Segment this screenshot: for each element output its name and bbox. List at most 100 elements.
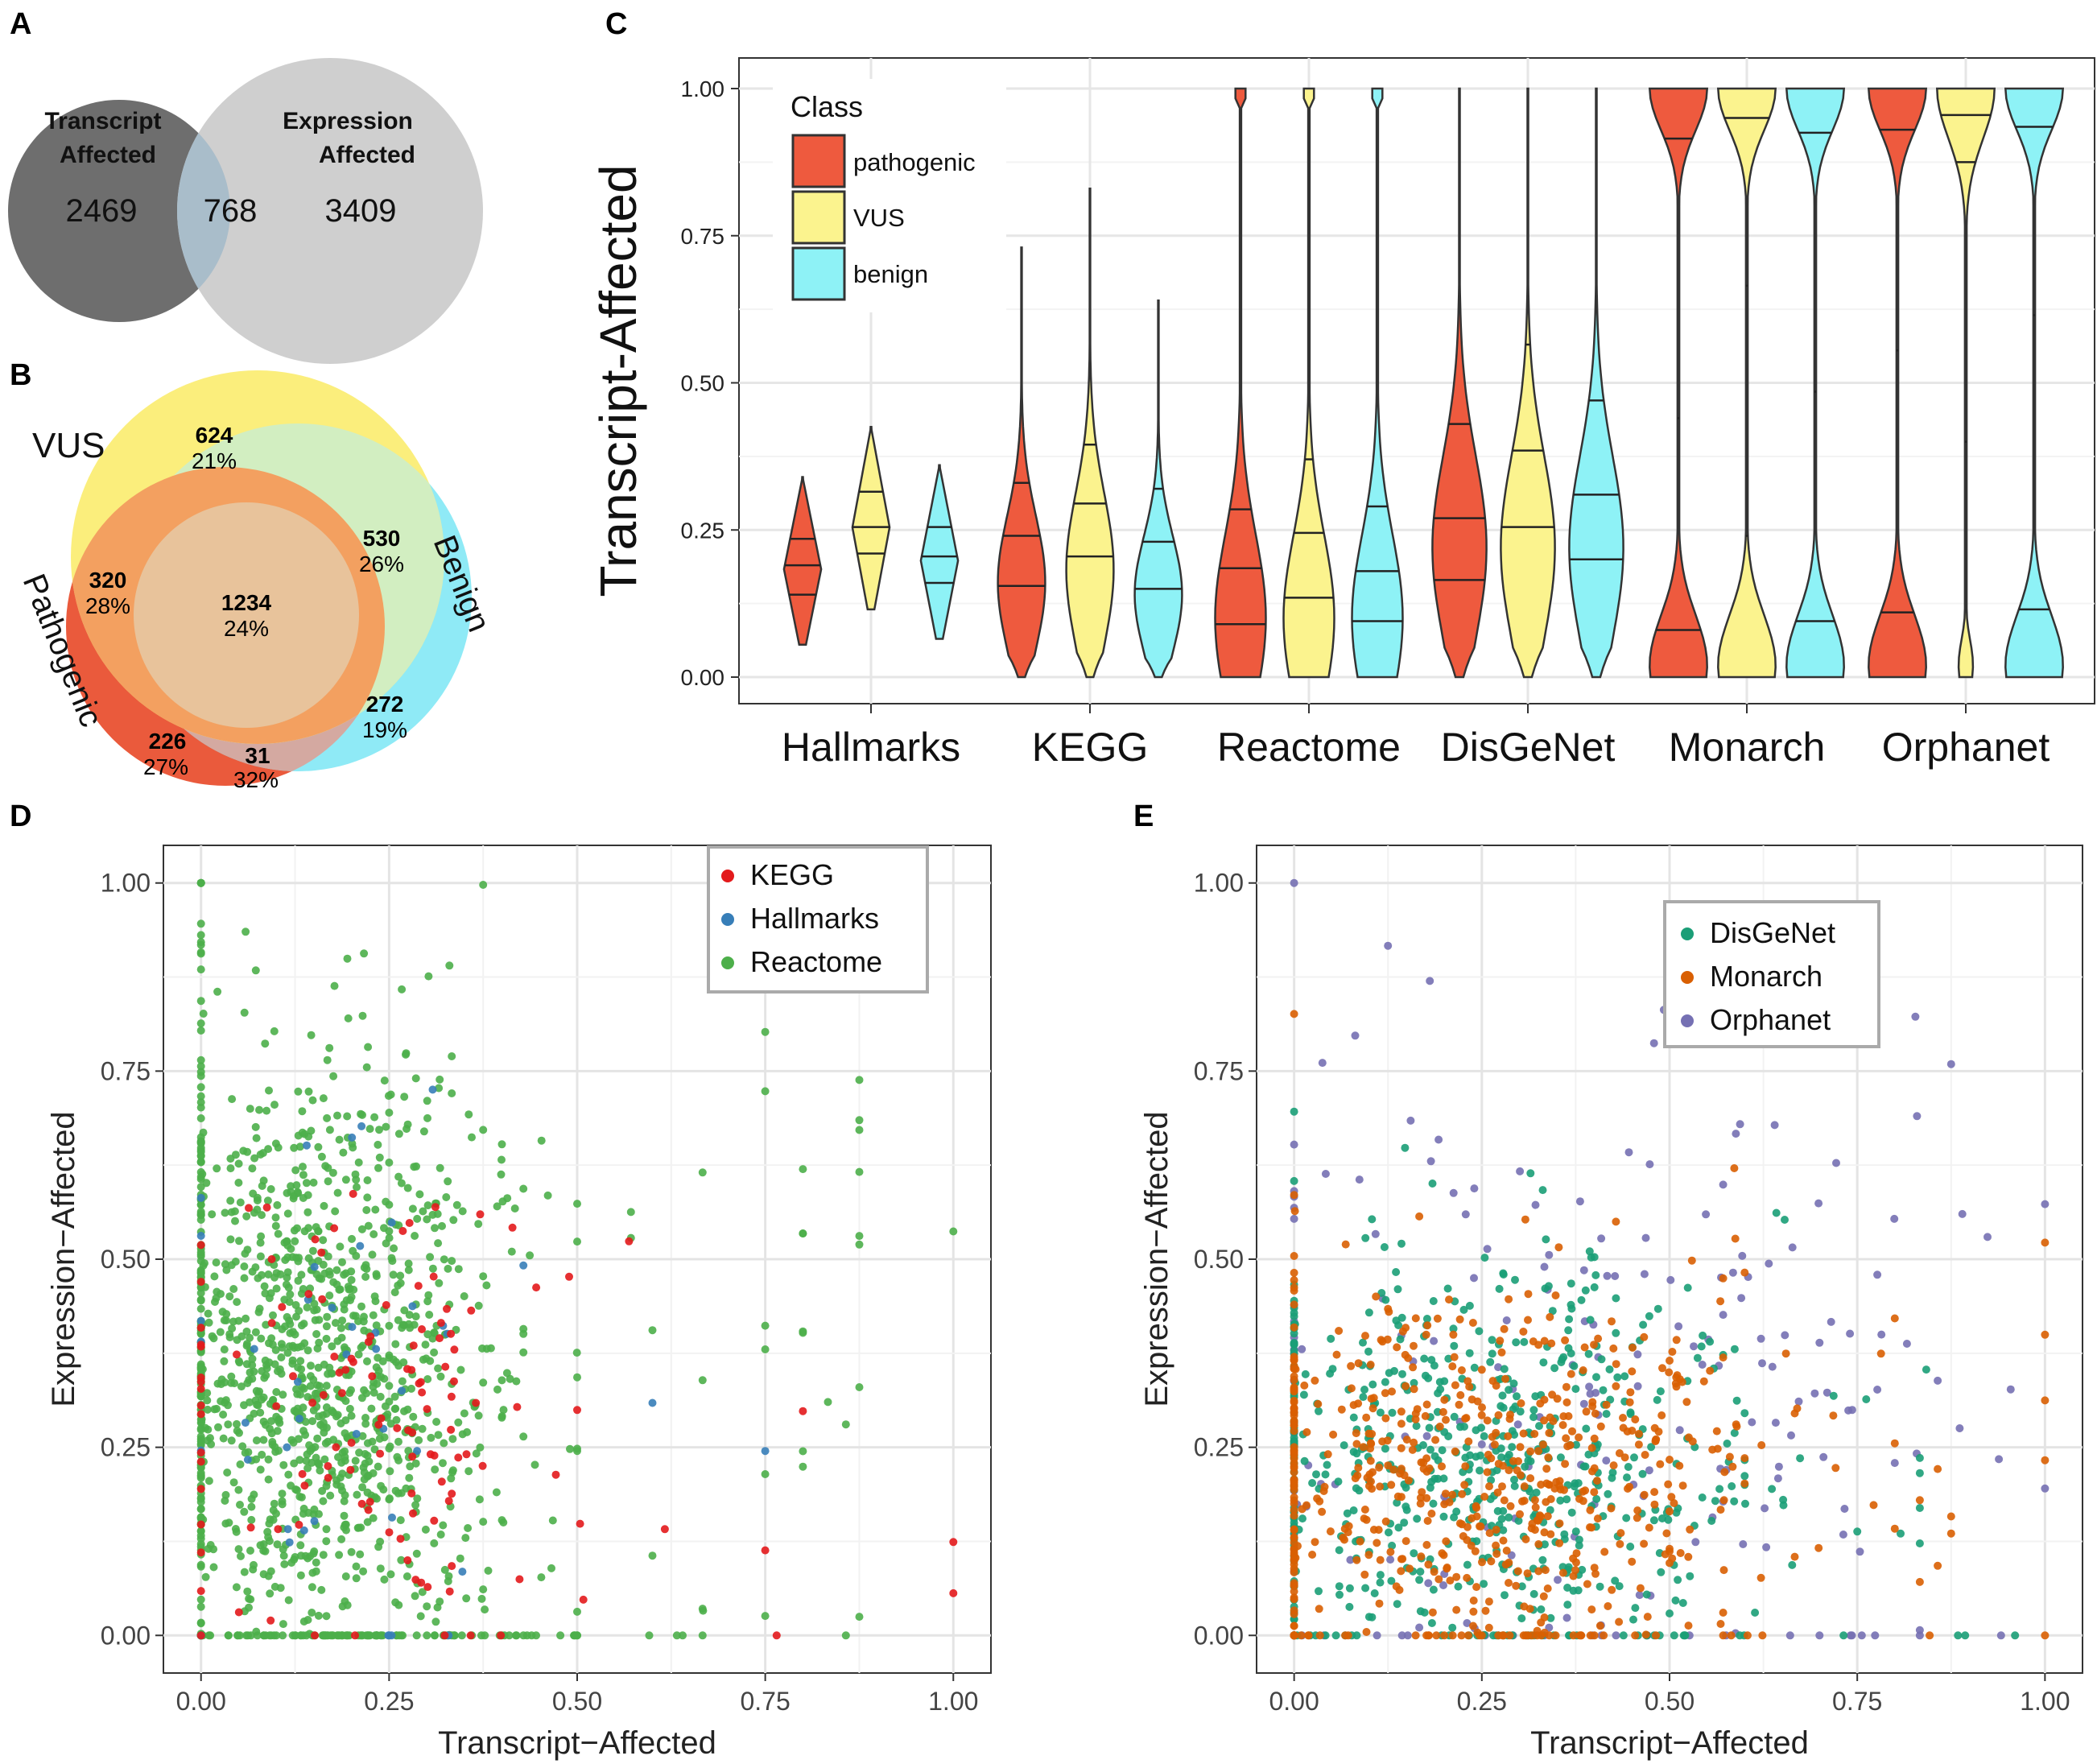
point-monarch bbox=[1609, 1344, 1618, 1353]
point-disgenet bbox=[1575, 1541, 1583, 1550]
point-reactome bbox=[196, 1283, 205, 1292]
point-hallmarks bbox=[648, 1398, 657, 1407]
point-reactome bbox=[278, 1489, 287, 1498]
point-reactome bbox=[285, 1298, 294, 1307]
point-monarch bbox=[1290, 1191, 1298, 1200]
point-orphanet bbox=[1290, 878, 1298, 887]
point-orphanet bbox=[1690, 1342, 1698, 1351]
point-reactome bbox=[258, 1395, 266, 1404]
point-hallmarks bbox=[285, 1538, 294, 1547]
point-monarch bbox=[1366, 1456, 1375, 1465]
point-monarch bbox=[1628, 1367, 1637, 1376]
tick-label-c-x: Monarch bbox=[1669, 725, 1826, 770]
point-orphanet bbox=[1794, 1397, 1803, 1406]
point-monarch bbox=[1337, 1405, 1346, 1414]
point-monarch bbox=[1590, 1564, 1599, 1572]
point-monarch bbox=[1452, 1572, 1461, 1581]
point-disgenet bbox=[1853, 1527, 1862, 1536]
point-orphanet bbox=[1502, 1316, 1511, 1324]
point-kegg bbox=[266, 1616, 275, 1625]
point-reactome bbox=[199, 1128, 208, 1137]
point-monarch bbox=[1580, 1343, 1589, 1352]
point-monarch bbox=[1302, 1427, 1311, 1436]
point-reactome bbox=[390, 1392, 399, 1401]
point-orphanet bbox=[1611, 1272, 1620, 1280]
point-monarch bbox=[1481, 1606, 1490, 1615]
point-monarch bbox=[1668, 1348, 1677, 1356]
point-reactome bbox=[273, 1200, 282, 1209]
point-monarch bbox=[1290, 1276, 1298, 1284]
point-monarch bbox=[1472, 1502, 1480, 1510]
point-reactome bbox=[324, 1252, 332, 1261]
violin-vus bbox=[1282, 87, 1335, 679]
venn-b-count: 320 bbox=[89, 568, 127, 593]
point-monarch bbox=[1541, 1566, 1550, 1575]
point-monarch bbox=[1501, 1560, 1510, 1569]
point-reactome bbox=[548, 1516, 557, 1525]
point-monarch bbox=[1290, 1396, 1298, 1405]
point-disgenet bbox=[1456, 1423, 1464, 1431]
point-reactome bbox=[265, 1631, 274, 1640]
point-orphanet bbox=[1913, 1112, 1922, 1121]
point-disgenet bbox=[1461, 1453, 1470, 1462]
point-disgenet bbox=[1335, 1582, 1344, 1591]
point-disgenet bbox=[1501, 1591, 1509, 1600]
point-reactome bbox=[364, 1221, 373, 1230]
point-monarch bbox=[1425, 1464, 1434, 1473]
point-reactome bbox=[458, 1207, 467, 1216]
point-reactome bbox=[255, 1105, 263, 1114]
point-monarch bbox=[1542, 1464, 1551, 1473]
point-disgenet bbox=[1419, 1441, 1427, 1449]
point-reactome bbox=[337, 1535, 346, 1543]
point-monarch bbox=[1593, 1514, 1602, 1523]
tick-label-e-y: 0.25 bbox=[1194, 1433, 1244, 1462]
violin-pathogenic bbox=[1648, 87, 1709, 679]
point-monarch bbox=[1516, 1443, 1525, 1452]
point-monarch bbox=[1362, 1413, 1371, 1422]
venn-b-region-vus-benign: 530 26% bbox=[359, 526, 404, 576]
point-monarch bbox=[1463, 1573, 1472, 1582]
point-reactome bbox=[464, 1524, 473, 1532]
point-reactome bbox=[307, 1126, 316, 1135]
point-monarch bbox=[1424, 1560, 1433, 1569]
point-reactome bbox=[841, 1420, 850, 1429]
tick-label-e-y: 0.50 bbox=[1194, 1245, 1244, 1274]
tick-label-c-x: KEGG bbox=[1032, 725, 1148, 770]
point-reactome bbox=[327, 1369, 336, 1378]
point-disgenet bbox=[1510, 1431, 1519, 1439]
point-monarch bbox=[1297, 1631, 1306, 1640]
point-reactome bbox=[211, 1298, 219, 1306]
point-disgenet bbox=[1591, 1270, 1600, 1279]
point-reactome bbox=[328, 1407, 336, 1415]
point-reactome bbox=[213, 1164, 221, 1173]
point-disgenet bbox=[1590, 1253, 1599, 1262]
point-reactome bbox=[386, 1090, 395, 1099]
point-reactome bbox=[573, 1607, 581, 1616]
point-orphanet bbox=[1846, 1631, 1855, 1640]
point-monarch bbox=[1290, 1207, 1299, 1216]
point-reactome bbox=[196, 1167, 205, 1176]
point-disgenet bbox=[1697, 1342, 1706, 1351]
point-reactome bbox=[248, 1354, 257, 1363]
point-disgenet bbox=[1420, 1608, 1429, 1617]
point-monarch bbox=[1740, 1479, 1749, 1488]
point-reactome bbox=[312, 1389, 320, 1398]
point-disgenet bbox=[1581, 1462, 1590, 1471]
point-disgenet bbox=[1639, 1320, 1648, 1329]
point-kegg bbox=[341, 1365, 350, 1374]
legend-d-label-reactome: Reactome bbox=[750, 945, 882, 978]
point-reactome bbox=[233, 1427, 241, 1436]
point-reactome bbox=[242, 1327, 251, 1336]
point-monarch bbox=[1670, 1499, 1678, 1507]
point-reactome bbox=[386, 1442, 394, 1451]
violin-vus bbox=[1065, 188, 1115, 679]
point-kegg bbox=[196, 1410, 205, 1419]
point-monarch bbox=[1368, 1485, 1377, 1493]
point-disgenet bbox=[1520, 1337, 1529, 1346]
point-reactome bbox=[949, 1227, 958, 1236]
point-disgenet bbox=[1340, 1441, 1348, 1450]
point-disgenet bbox=[1511, 1275, 1519, 1284]
point-reactome bbox=[299, 1427, 308, 1436]
point-monarch bbox=[1318, 1507, 1327, 1516]
point-disgenet bbox=[1450, 1412, 1459, 1421]
